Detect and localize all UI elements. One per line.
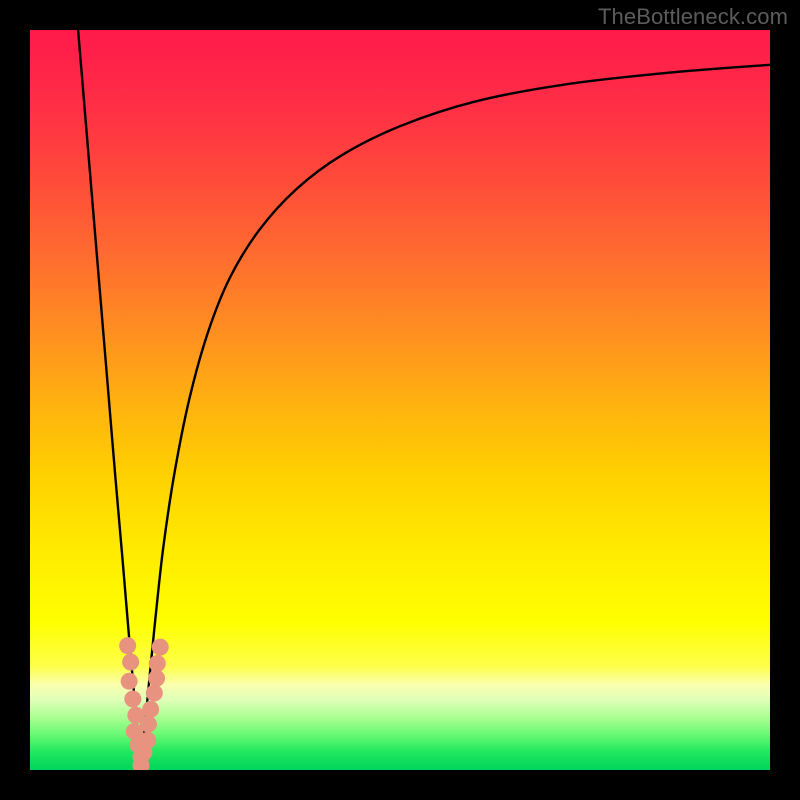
plot-background: [30, 30, 770, 770]
data-marker: [142, 701, 159, 718]
bottleneck-chart: [0, 0, 800, 800]
data-marker: [152, 639, 169, 656]
data-marker: [149, 655, 166, 672]
chart-container: TheBottleneck.com: [0, 0, 800, 800]
data-marker: [119, 637, 136, 654]
data-marker: [139, 732, 156, 749]
watermark-text: TheBottleneck.com: [598, 4, 788, 30]
data-marker: [124, 690, 141, 707]
data-marker: [140, 716, 157, 733]
data-marker: [121, 673, 138, 690]
data-marker: [146, 685, 163, 702]
data-marker: [122, 653, 139, 670]
data-marker: [148, 670, 165, 687]
